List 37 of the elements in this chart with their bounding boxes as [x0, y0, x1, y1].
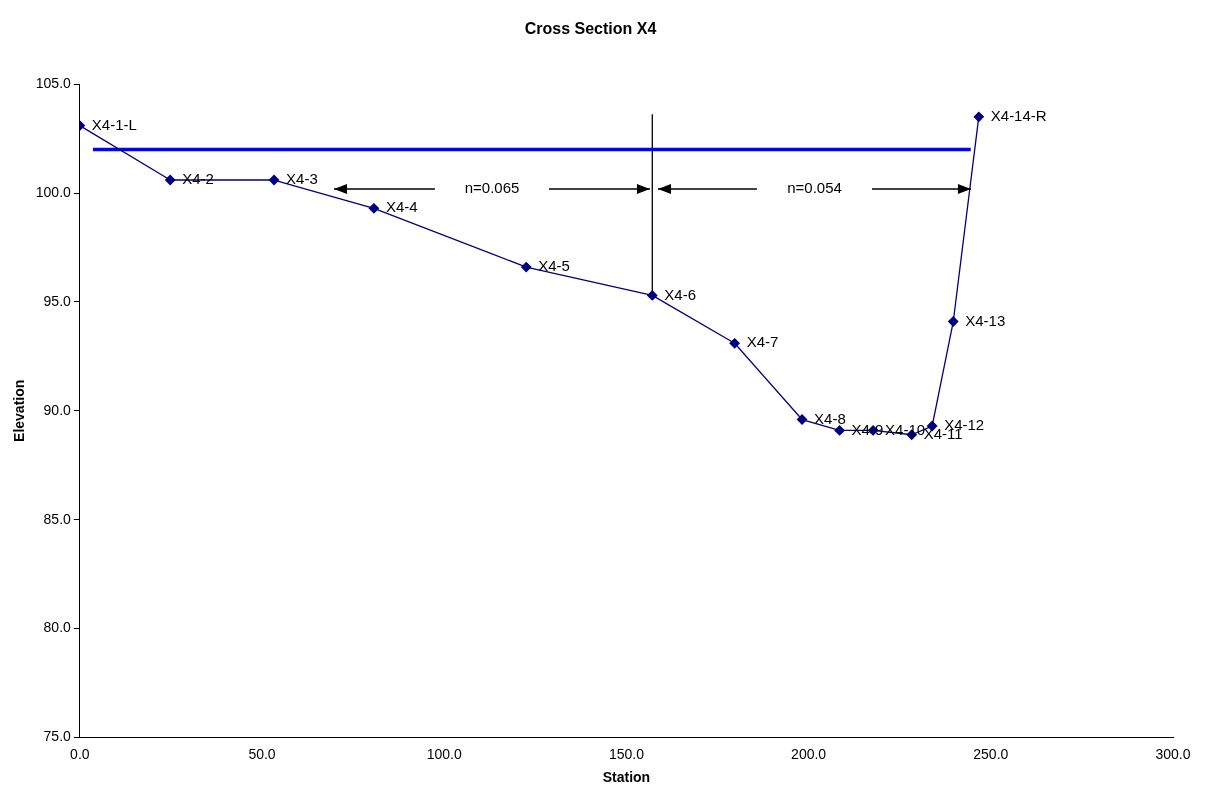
- y-tick-label: 95.0: [43, 292, 72, 309]
- point: [368, 203, 380, 214]
- annotation: X4-4: [385, 198, 418, 216]
- point: [729, 338, 740, 349]
- y-tick-label: 90.0: [43, 401, 72, 418]
- point: [268, 174, 280, 186]
- annotation: X4-7: [746, 333, 779, 351]
- x-tick-label: 250.0: [973, 745, 1009, 762]
- point: [973, 111, 984, 123]
- y-tick-label: 80.0: [43, 619, 72, 636]
- y-tick-label: 105.0: [35, 75, 72, 92]
- x-tick-label: 200.0: [791, 745, 827, 762]
- annotation: X4-13: [965, 311, 1006, 329]
- point: [948, 316, 959, 327]
- y-tick-label: 85.0: [43, 510, 72, 527]
- x-tick-label: 0.0: [70, 745, 90, 762]
- point: [834, 425, 845, 436]
- annotation: X4-8: [814, 409, 846, 427]
- y-tick-label: 75.0: [43, 728, 72, 745]
- x-tick-label: 150.0: [608, 745, 645, 762]
- annotation: n=0.065: [464, 178, 520, 196]
- annotation: X4-6: [664, 285, 696, 303]
- y-tick-label: 100.0: [35, 183, 72, 200]
- x-axis-title: Station: [602, 769, 651, 786]
- y-axis-title: Elevation: [11, 379, 28, 442]
- annotation: X4-3: [286, 170, 318, 188]
- chart-title: Cross Section X4: [524, 20, 657, 38]
- annotation: n=0.054: [787, 178, 842, 196]
- x-tick-label: 300.0: [1155, 745, 1191, 762]
- annotation: X4-14-R: [990, 107, 1047, 124]
- point: [647, 290, 658, 301]
- annotation: X4-1-L: [91, 115, 137, 133]
- point: [165, 174, 176, 186]
- point: [521, 261, 532, 273]
- annotation: X4-5: [538, 257, 570, 275]
- x-tick-label: 50.0: [248, 745, 276, 762]
- x-tick-label: 100.0: [426, 745, 462, 762]
